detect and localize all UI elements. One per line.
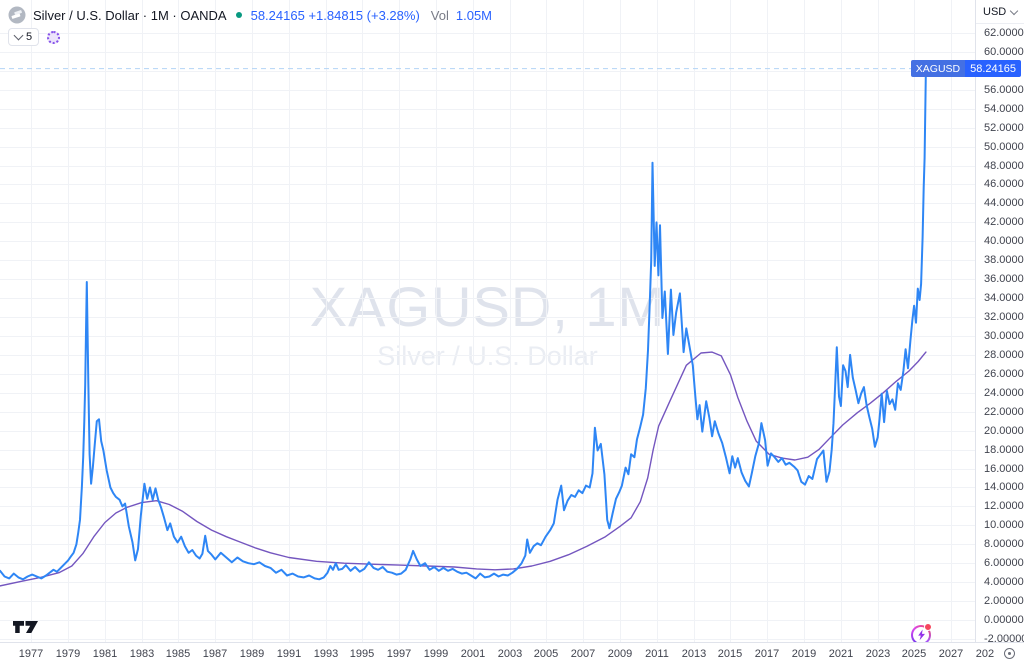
market-open-dot-icon xyxy=(235,12,242,18)
time-tick-label: 1989 xyxy=(239,648,265,660)
time-tick-label: 2023 xyxy=(865,648,891,660)
chevron-down-icon xyxy=(1009,6,1019,15)
time-tick-label: 1987 xyxy=(202,648,228,660)
price-tick-label: 10.00000 xyxy=(984,519,1024,531)
time-tick-label: 2001 xyxy=(460,648,486,660)
volume-label: Vol xyxy=(430,7,449,23)
change-percent: (+3.28%) xyxy=(366,7,420,23)
price-tick-label: 24.00000 xyxy=(984,387,1024,399)
time-tick-label: 2015 xyxy=(717,648,743,660)
boost-button[interactable] xyxy=(911,623,932,642)
time-tick-label: 2013 xyxy=(681,648,707,660)
scale-settings-button[interactable] xyxy=(994,643,1024,663)
tag-price: 58.24165 xyxy=(965,60,1021,77)
price-tick-label: 22.00000 xyxy=(984,406,1024,418)
price-tick-label: 54.00000 xyxy=(984,103,1024,115)
price-tick-label: 42.00000 xyxy=(984,216,1024,228)
price-tick-label: 16.00000 xyxy=(984,463,1024,475)
currency-unit-button[interactable]: USD xyxy=(976,0,1024,24)
time-tick-label: 1977 xyxy=(18,648,44,660)
price-tick-label: 12.00000 xyxy=(984,500,1024,512)
change-absolute: +1.84815 xyxy=(308,7,364,23)
time-tick-label: 1995 xyxy=(349,648,375,660)
gridlines xyxy=(0,0,975,642)
price-tick-label: 56.00000 xyxy=(984,84,1024,96)
symbol-title-button[interactable]: Silver / U.S. Dollar · 1M · OANDA xyxy=(33,7,227,23)
time-tick-label: 2005 xyxy=(533,648,559,660)
price-tick-label: 44.00000 xyxy=(984,197,1024,209)
price-tick-label: 20.00000 xyxy=(984,425,1024,437)
time-axis[interactable]: 2029 2027 2025 2023 2021 2019 2017 2015 2013 2011… xyxy=(0,642,1024,663)
time-tick-label: 2019 xyxy=(791,648,817,660)
price-tick-label: 28.00000 xyxy=(984,349,1024,361)
time-tick-label: 2011 xyxy=(645,648,669,660)
price-tick-label: 52.00000 xyxy=(984,122,1024,134)
time-tick-label: 2025 xyxy=(901,648,927,660)
currency-label: USD xyxy=(983,5,1007,18)
price-tick-label: 46.00000 xyxy=(984,178,1024,190)
time-tick-label: 1981 xyxy=(92,648,118,660)
indicators-count: 5 xyxy=(26,31,33,43)
price-axis[interactable]: USD 62.00000 60.00000 56.00000 54.00000 52.0… xyxy=(975,0,1024,645)
price-tick-label: 60.00000 xyxy=(984,46,1024,58)
legend: Silver / U.S. Dollar · 1M · OANDA 58.241… xyxy=(8,6,493,46)
indicators-collapse-button[interactable]: 5 xyxy=(8,28,40,46)
price-tick-label: 38.00000 xyxy=(984,254,1024,266)
last-price-tag: XAGUSD 58.24165 xyxy=(910,60,1021,77)
price-chart-plot[interactable] xyxy=(0,0,975,642)
price-tick-label: 30.00000 xyxy=(984,330,1024,342)
price-tick-label: 6.00000 xyxy=(984,557,1024,569)
price-tick-label: 26.00000 xyxy=(984,368,1024,380)
lightning-icon xyxy=(912,626,930,642)
price-tick-label: 8.00000 xyxy=(984,538,1024,550)
price-tick-label: 36.00000 xyxy=(984,273,1024,285)
price-line xyxy=(0,67,927,581)
volume-value: 1.05M xyxy=(455,7,493,23)
price-tick-label: 40.00000 xyxy=(984,235,1024,247)
time-tick-label: 2017 xyxy=(754,648,780,660)
time-tick-label: 2003 xyxy=(497,648,523,660)
time-tick-label: 1983 xyxy=(129,648,155,660)
price-tick-label: 32.00000 xyxy=(984,311,1024,323)
time-tick-label: 2007 xyxy=(570,648,596,660)
time-tick-label: 1991 xyxy=(276,648,302,660)
tag-symbol: XAGUSD xyxy=(910,60,966,77)
time-tick-label: 1993 xyxy=(313,648,339,660)
target-icon xyxy=(1003,647,1015,659)
time-tick-label: 1997 xyxy=(386,648,412,660)
time-tick-label: 2021 xyxy=(828,648,854,660)
time-tick-label: 2027 xyxy=(938,648,964,660)
silver-logo-icon xyxy=(8,6,26,24)
indicator-loading-icon[interactable] xyxy=(47,30,61,44)
tradingview-logo[interactable] xyxy=(12,620,39,639)
last-price-value: 58.24165 xyxy=(250,7,305,23)
price-tick-label: 50.00000 xyxy=(984,141,1024,153)
price-tick-label: 34.00000 xyxy=(984,292,1024,304)
ma-line xyxy=(0,351,927,587)
notification-dot xyxy=(924,623,932,631)
time-tick-label: 2009 xyxy=(607,648,633,660)
chart-canvas[interactable]: XAGUSD, 1M Silver / U.S. Dollar Silver /… xyxy=(0,0,975,642)
chevron-down-icon xyxy=(13,30,24,41)
time-tick-label: 1985 xyxy=(165,648,191,660)
price-tick-label: 4.00000 xyxy=(984,576,1024,588)
time-tick-label: 1979 xyxy=(55,648,81,660)
price-tick-label: 62.00000 xyxy=(984,27,1024,39)
time-tick-label: 1999 xyxy=(423,648,449,660)
price-tick-label: 0.00000 xyxy=(984,614,1024,626)
price-tick-label: 2.00000 xyxy=(984,595,1024,607)
price-tick-label: 18.00000 xyxy=(984,444,1024,456)
price-tick-label: 14.00000 xyxy=(984,481,1024,493)
price-tick-label: 48.00000 xyxy=(984,160,1024,172)
